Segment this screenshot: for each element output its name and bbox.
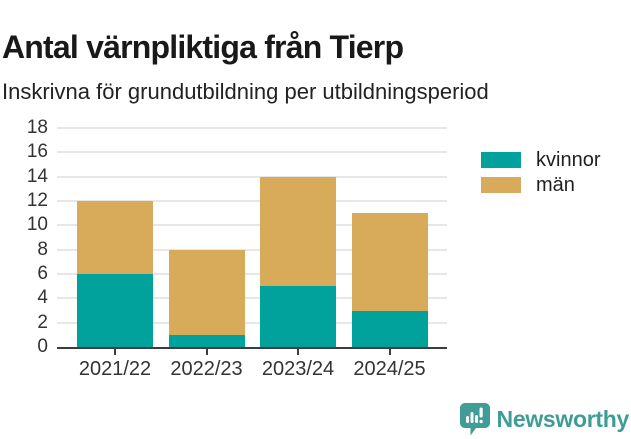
bar-segment-kvinnor (351, 310, 428, 347)
bar-segment-män (260, 176, 336, 287)
x-axis-label: 2024/25 (353, 358, 426, 380)
bar-segment-män (168, 249, 245, 335)
y-axis-label: 8 (37, 238, 48, 260)
gridline (57, 200, 447, 202)
x-axis-tick (205, 349, 208, 355)
x-axis-tick (388, 349, 391, 355)
brand-logo: Newsworthy (459, 403, 630, 436)
x-axis: 2021/22 2022/23 2023/24 2024/25 (57, 349, 447, 389)
plot-area (57, 127, 447, 349)
legend-item-kvinnor: kvinnor (481, 149, 600, 171)
y-axis-label: 14 (26, 165, 48, 187)
y-axis-label: 0 (37, 336, 48, 357)
legend-label: kvinnor (536, 148, 601, 171)
legend-swatch-män (481, 177, 521, 193)
legend-item-män: män (481, 174, 600, 196)
bar-segment-män (351, 213, 428, 311)
y-axis-label: 10 (26, 214, 48, 236)
gridline (57, 224, 447, 227)
bar-segment-män (77, 201, 153, 274)
gridline (57, 273, 447, 275)
legend-swatch-kvinnor (481, 152, 521, 168)
x-axis-label: 2022/23 (170, 358, 243, 380)
x-axis-label: 2023/24 (261, 358, 335, 380)
x-axis-label: 2021/22 (78, 358, 152, 380)
newsworthy-bubble-chart-icon (459, 403, 490, 436)
x-axis-tick (114, 349, 116, 355)
gridline (57, 297, 447, 300)
y-axis-label: 12 (26, 190, 48, 211)
gridline (57, 248, 447, 251)
brand-name: Newsworthy (496, 406, 630, 432)
legend: kvinnor män (481, 149, 600, 202)
gridline (57, 321, 447, 324)
chart-title: Antal värnpliktiga från Tierp (2, 29, 404, 66)
bar-segment-kvinnor (168, 334, 245, 347)
bar-segment-kvinnor (77, 274, 153, 347)
legend-label: män (536, 173, 575, 196)
y-axis-label: 2 (37, 311, 48, 333)
y-axis-label: 4 (37, 287, 48, 309)
gridline (57, 175, 447, 178)
gridline (57, 127, 447, 129)
y-axis: 0 2 4 6 8 10 12 14 16 18 (0, 117, 50, 357)
x-axis-tick (297, 349, 299, 355)
y-axis-label: 6 (37, 263, 48, 284)
y-axis-label: 18 (26, 117, 48, 138)
chart-subtitle: Inskrivna för grundutbildning per utbild… (2, 79, 489, 104)
bar-chart: 0 2 4 6 8 10 12 14 16 18 2021/22 2022/23 2023/24 202… (0, 117, 631, 389)
gridline (57, 151, 447, 154)
y-axis-label: 16 (26, 141, 48, 163)
bar-segment-kvinnor (260, 286, 336, 347)
